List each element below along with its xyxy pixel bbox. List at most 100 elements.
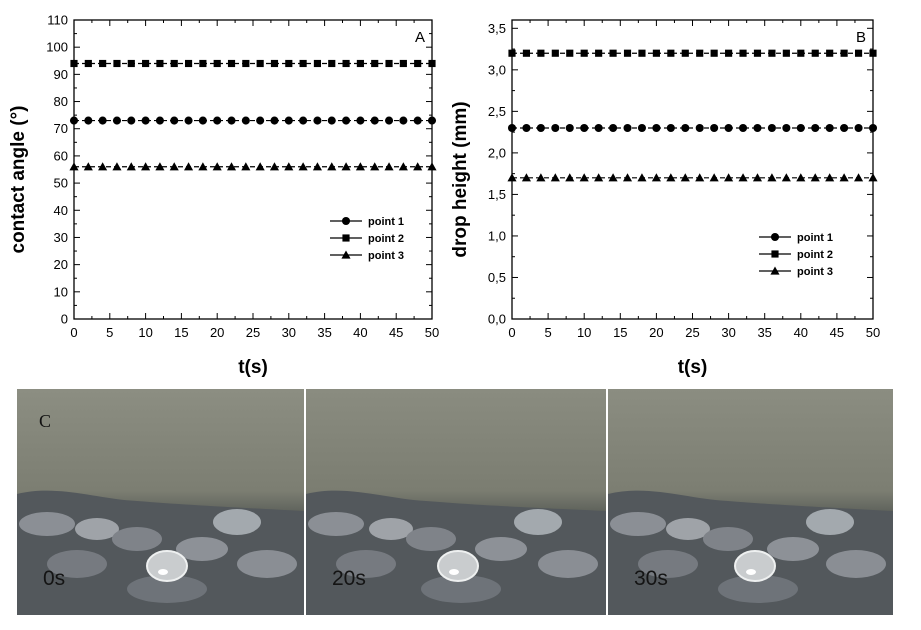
data-point	[623, 49, 632, 57]
x-tick-label: 40	[353, 325, 367, 340]
y-tick-label: 0,0	[488, 312, 506, 327]
data-point	[256, 116, 265, 125]
data-point	[328, 59, 336, 68]
y-tick-label: 60	[54, 148, 68, 163]
y-tick-label: 2,5	[488, 104, 506, 119]
x-axis-title: t(s)	[678, 357, 708, 378]
data-point	[170, 59, 178, 68]
series-point-3	[507, 173, 878, 182]
data-point	[355, 162, 365, 171]
data-point	[184, 116, 193, 125]
data-point	[782, 123, 791, 133]
data-point	[594, 123, 603, 133]
data-point	[594, 173, 604, 182]
data-point	[370, 116, 379, 125]
data-point	[342, 116, 351, 125]
data-point	[84, 59, 92, 68]
data-point	[198, 162, 208, 171]
legend-label: point 3	[797, 266, 833, 278]
x-tick-label: 10	[577, 325, 591, 340]
x-tick-label: 20	[649, 325, 663, 340]
data-point	[213, 116, 222, 125]
data-point	[637, 123, 646, 133]
y-tick-label: 20	[54, 257, 68, 272]
data-point	[550, 173, 560, 182]
y-tick-label: 70	[54, 121, 68, 136]
y-axis-title: drop height (mm)	[450, 101, 471, 257]
legend-label: point 2	[368, 233, 404, 245]
data-point	[854, 49, 863, 57]
data-point	[356, 116, 365, 125]
data-point	[681, 123, 690, 133]
photo-frame-20s: 20s	[306, 389, 606, 615]
data-point	[782, 49, 790, 57]
y-tick-label: 110	[47, 13, 68, 28]
legend-marker	[770, 266, 780, 275]
y-tick-label: 50	[54, 176, 68, 191]
data-point	[384, 162, 394, 171]
data-point	[141, 162, 151, 171]
data-point	[413, 162, 423, 171]
data-point	[428, 59, 436, 68]
data-point	[667, 49, 675, 57]
x-tick-label: 50	[425, 325, 439, 340]
y-tick-label: 2,0	[488, 145, 506, 160]
x-tick-label: 35	[317, 325, 331, 340]
photo-strip: C 0s 20s	[17, 389, 893, 615]
data-point	[342, 59, 350, 68]
data-point	[796, 123, 805, 133]
x-tick-label: 30	[721, 325, 735, 340]
data-point	[536, 173, 546, 182]
data-point	[83, 162, 93, 171]
data-point	[579, 173, 589, 182]
data-point	[127, 116, 136, 125]
x-tick-label: 15	[174, 325, 188, 340]
y-tick-label: 30	[54, 230, 68, 245]
droplet-photo	[17, 389, 304, 615]
data-point	[767, 173, 777, 182]
data-point	[371, 59, 379, 68]
data-point	[507, 123, 517, 133]
data-point	[753, 49, 762, 57]
time-label: 0s	[43, 567, 66, 590]
data-point	[226, 162, 237, 171]
data-point	[551, 123, 560, 133]
x-tick-label: 5	[544, 325, 551, 340]
y-tick-label: 90	[54, 67, 68, 82]
data-point	[565, 173, 575, 182]
data-point	[622, 173, 633, 182]
data-point	[285, 59, 293, 68]
y-tick-label: 0,5	[488, 270, 506, 285]
data-point	[385, 116, 394, 125]
data-point	[508, 49, 516, 57]
data-point	[781, 173, 791, 182]
data-point	[399, 59, 407, 68]
data-point	[752, 173, 763, 182]
data-point	[198, 116, 207, 125]
data-point	[255, 162, 265, 171]
y-tick-label: 3,0	[488, 62, 506, 77]
data-point	[327, 116, 336, 125]
data-point	[427, 162, 437, 171]
data-point	[739, 123, 748, 133]
series-point-1	[69, 116, 437, 125]
data-point	[536, 123, 545, 133]
data-point	[341, 162, 351, 171]
data-point	[810, 173, 820, 182]
data-point	[695, 173, 705, 182]
data-point	[710, 123, 719, 133]
y-axis-title: contact angle (°)	[8, 105, 29, 253]
data-point	[651, 173, 661, 182]
photo-frame-0s: C 0s	[17, 389, 304, 615]
data-point	[142, 59, 150, 68]
data-point	[170, 116, 179, 125]
data-point	[241, 162, 251, 171]
x-tick-label: 50	[866, 325, 880, 340]
data-point	[738, 173, 748, 182]
charts-area: 0 5 10 15 20 25 30 35 40 45 5001020304050607080901…	[8, 13, 880, 379]
x-tick-label: 45	[830, 325, 844, 340]
chart-panel-a: 0 5 10 15 20 25 30 35 40 45 50 0 10 20 30 40 50 60 70 80 90 1…	[8, 13, 439, 379]
data-point	[227, 59, 236, 68]
photo-frame-30s: 30s	[608, 389, 893, 615]
legend-marker	[342, 234, 350, 242]
